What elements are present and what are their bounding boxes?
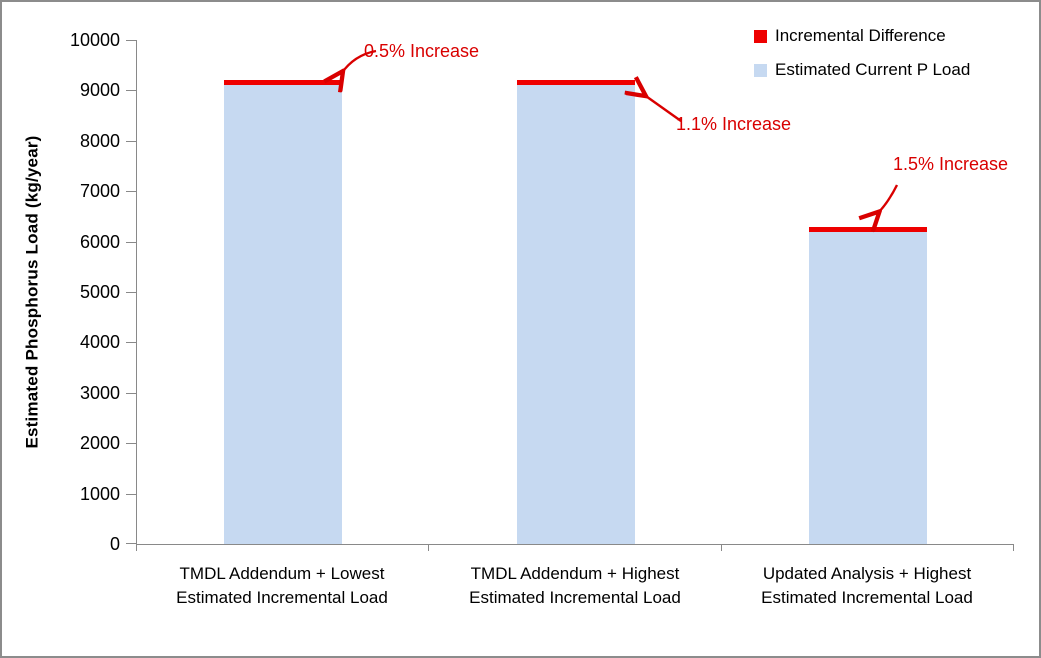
legend-label: Estimated Current P Load [775, 60, 971, 79]
legend-swatch-red-icon [754, 29, 767, 43]
y-tick-mark [126, 493, 136, 495]
x-tick-mark [136, 544, 137, 551]
y-tick-label: 0 [109, 534, 120, 554]
bar-2 [516, 80, 635, 544]
bar-segment-incremental-difference [224, 80, 343, 85]
y-tick-mark [126, 241, 136, 243]
annotation-increase-3: 1.5% Increase [893, 154, 1009, 174]
x-category-label: Updated Analysis + Highest Estimated Inc… [761, 564, 973, 607]
y-tick-mark [126, 140, 136, 142]
bar-3 [808, 227, 927, 544]
bar-1 [224, 80, 343, 544]
y-tick-label: 8000 [79, 130, 120, 151]
y-tick-mark [126, 191, 136, 193]
x-tick-mark [720, 544, 722, 551]
annotation-increase-1: 0.5% Increase [364, 41, 480, 61]
bar-segment-estimated-current-p-load [224, 85, 343, 544]
x-tick-mark [428, 544, 430, 551]
annotation-increase-2: 1.1% Increase [676, 114, 792, 134]
legend: Incremental Difference Estimated Current… [754, 26, 970, 94]
bar-segment-incremental-difference [516, 80, 635, 85]
x-category-label: TMDL Addendum + Highest Estimated Increm… [469, 564, 681, 607]
y-tick-label: 4000 [79, 332, 120, 353]
y-tick-label: 10000 [69, 30, 120, 50]
y-tick-label: 3000 [79, 382, 120, 403]
y-tick-mark [126, 40, 136, 41]
y-tick-mark [126, 543, 136, 544]
y-tick-label: 9000 [79, 80, 120, 101]
plot-area [136, 40, 1014, 545]
y-tick-label: 1000 [79, 483, 120, 504]
y-tick-mark [126, 342, 136, 344]
x-category-label: TMDL Addendum + Lowest Estimated Increme… [176, 564, 388, 607]
bar-segment-estimated-current-p-load [516, 85, 635, 544]
legend-item-incremental-difference: Incremental Difference [754, 26, 970, 46]
legend-item-estimated-current-p-load: Estimated Current P Load [754, 60, 970, 80]
y-tick-mark [126, 292, 136, 293]
y-tick-label: 2000 [79, 433, 120, 454]
bar-segment-estimated-current-p-load [808, 232, 927, 544]
legend-swatch-blue-icon [754, 63, 767, 77]
legend-label: Incremental Difference [775, 26, 946, 45]
y-tick-mark [126, 443, 136, 445]
x-tick-mark [1013, 544, 1014, 551]
y-tick-label: 6000 [79, 231, 120, 252]
y-tick-label: 5000 [79, 282, 120, 302]
y-tick-mark [126, 392, 136, 394]
y-tick-label: 7000 [79, 181, 120, 202]
y-tick-mark [126, 90, 136, 92]
